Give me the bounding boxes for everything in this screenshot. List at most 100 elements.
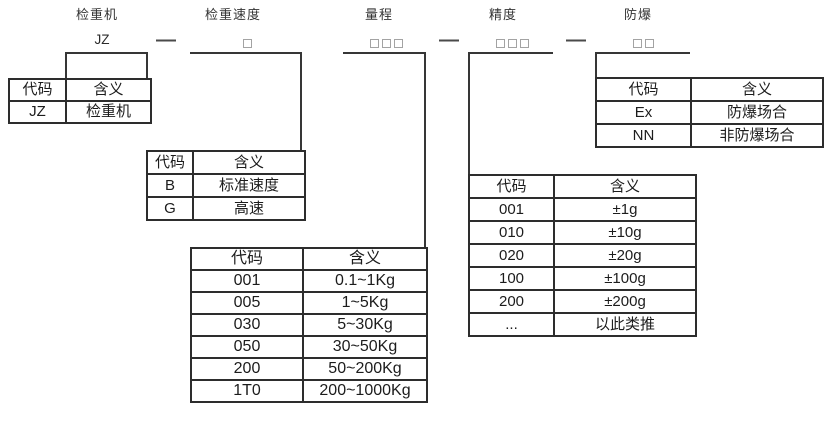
underline-range	[343, 52, 426, 54]
cell: 200	[190, 357, 304, 381]
underline-checkweigher	[65, 52, 148, 54]
cell: 030	[190, 313, 304, 337]
header-cell: 代码	[146, 150, 194, 175]
table-header-row: 代码 含义	[146, 150, 306, 175]
table-row: 010 ±10g	[468, 220, 697, 245]
label-checkweigher: 检重机	[75, 7, 118, 22]
table-row: Ex 防爆场合	[595, 100, 824, 125]
cell: ...	[468, 312, 555, 337]
speed-code-table: 代码 含义 B 标准速度 G 高速	[146, 150, 306, 221]
placeholder-square	[645, 39, 654, 48]
underline-check-speed	[190, 52, 302, 54]
cell: 001	[468, 197, 555, 222]
cell: 非防爆场合	[690, 123, 824, 148]
table-row: 005 1~5Kg	[190, 291, 428, 315]
code-placeholder-speed	[243, 39, 252, 48]
table-header-row: 代码 含义	[468, 174, 697, 199]
cell: ±1g	[553, 197, 697, 222]
table-row: G 高速	[146, 196, 306, 221]
cell: 50~200Kg	[302, 357, 428, 381]
connector-range	[424, 52, 426, 247]
placeholder-square	[394, 39, 403, 48]
model-prefix-code: JZ	[94, 32, 110, 47]
connector-checkweigher	[146, 52, 148, 78]
label-check-speed: 检重速度	[204, 7, 261, 22]
table-row: 030 5~30Kg	[190, 313, 428, 337]
code-placeholder-accuracy	[496, 39, 529, 48]
cell: 以此类推	[553, 312, 697, 337]
placeholder-square	[243, 39, 252, 48]
table-row: 1T0 200~1000Kg	[190, 379, 428, 403]
table-row: 001 0.1~1Kg	[190, 269, 428, 293]
cell: 标准速度	[192, 173, 306, 198]
placeholder-square	[633, 39, 642, 48]
underline-explosion-proof	[595, 52, 690, 54]
cell: 005	[190, 291, 304, 315]
cell: ±20g	[553, 243, 697, 268]
table-row: 001 ±1g	[468, 197, 697, 222]
connector-accuracy	[468, 52, 470, 174]
checkweigher-code-table: 代码 含义 JZ 检重机	[8, 78, 152, 124]
cell: Ex	[595, 100, 692, 125]
table-row: ... 以此类推	[468, 312, 697, 337]
header-cell: 含义	[690, 77, 824, 102]
placeholder-square	[382, 39, 391, 48]
cell: 5~30Kg	[302, 313, 428, 337]
label-range: 量程	[364, 7, 393, 22]
header-cell: 含义	[65, 78, 152, 102]
cell: 001	[190, 269, 304, 293]
cell: JZ	[8, 100, 67, 124]
table-row: 100 ±100g	[468, 266, 697, 291]
cell: ±10g	[553, 220, 697, 245]
cell: 010	[468, 220, 555, 245]
cell: 高速	[192, 196, 306, 221]
table-row: 200 50~200Kg	[190, 357, 428, 381]
header-cell: 含义	[192, 150, 306, 175]
table-header-row: 代码 含义	[595, 77, 824, 102]
cell: 020	[468, 243, 555, 268]
cell: 0.1~1Kg	[302, 269, 428, 293]
placeholder-square	[508, 39, 517, 48]
cell: 200~1000Kg	[302, 379, 428, 403]
table-row: NN 非防爆场合	[595, 123, 824, 148]
code-placeholder-range	[370, 39, 403, 48]
cell: 1~5Kg	[302, 291, 428, 315]
cell: 050	[190, 335, 304, 359]
placeholder-square	[496, 39, 505, 48]
cell: 检重机	[65, 100, 152, 124]
header-cell: 代码	[8, 78, 67, 102]
separator-dash: —	[156, 29, 176, 51]
cell: B	[146, 173, 194, 198]
table-row: 200 ±200g	[468, 289, 697, 314]
range-code-table: 代码 含义 001 0.1~1Kg 005 1~5Kg 030 5~30Kg 050 30~50K…	[190, 247, 428, 403]
code-placeholder-explosion-proof	[633, 39, 654, 48]
table-row: JZ 检重机	[8, 100, 152, 124]
cell: 1T0	[190, 379, 304, 403]
table-row: 050 30~50Kg	[190, 335, 428, 359]
table-row: B 标准速度	[146, 173, 306, 198]
header-cell: 代码	[595, 77, 692, 102]
cell: 防爆场合	[690, 100, 824, 125]
separator-dash: —	[439, 29, 459, 51]
cell: NN	[595, 123, 692, 148]
header-cell: 代码	[190, 247, 304, 271]
label-accuracy: 精度	[488, 7, 517, 22]
connector-explosion-proof	[595, 52, 597, 77]
underline-accuracy	[468, 52, 553, 54]
cell: ±100g	[553, 266, 697, 291]
connector-check-speed	[300, 52, 302, 150]
separator-dash: —	[566, 29, 586, 51]
table-row: 020 ±20g	[468, 243, 697, 268]
table-header-row: 代码 含义	[190, 247, 428, 271]
cell: 200	[468, 289, 555, 314]
accuracy-code-table: 代码 含义 001 ±1g 010 ±10g 020 ±20g 100 ±100g 200 ±200g…	[468, 174, 697, 337]
cell: ±200g	[553, 289, 697, 314]
placeholder-square	[370, 39, 379, 48]
cell: 30~50Kg	[302, 335, 428, 359]
connector-checkweigher-left	[65, 52, 67, 78]
label-explosion-proof: 防爆	[623, 7, 652, 22]
explosion-proof-code-table: 代码 含义 Ex 防爆场合 NN 非防爆场合	[595, 77, 824, 148]
placeholder-square	[520, 39, 529, 48]
cell: G	[146, 196, 194, 221]
